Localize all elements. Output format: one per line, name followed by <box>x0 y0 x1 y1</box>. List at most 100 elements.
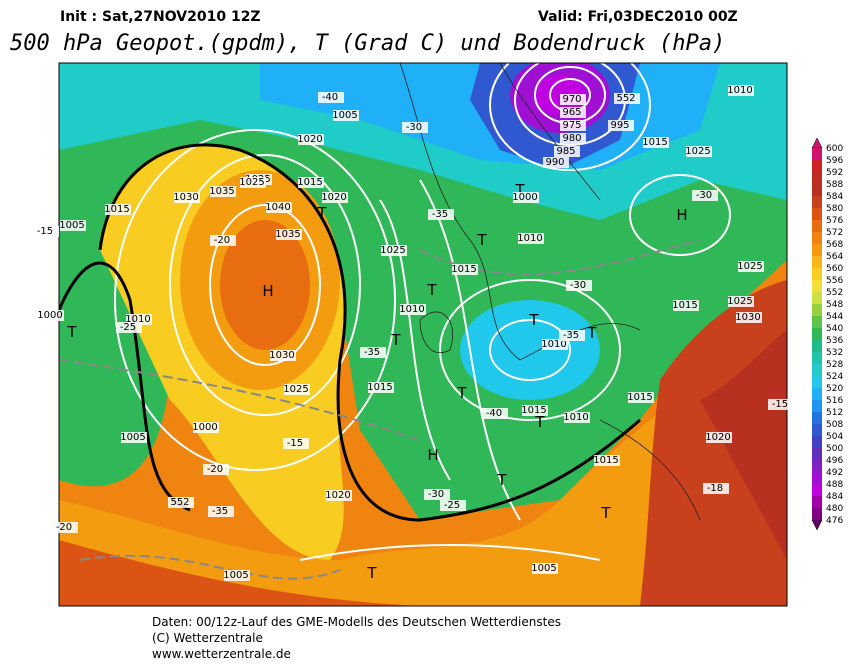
label-box <box>400 304 426 315</box>
label-box <box>333 110 359 121</box>
label-box <box>210 186 236 197</box>
colorbar-swatch <box>812 220 822 232</box>
init-time: Init : Sat,27NOV2010 12Z <box>60 9 261 25</box>
colorbar-swatch <box>812 184 822 196</box>
contour-label: -35 <box>364 347 380 358</box>
label-box <box>706 432 732 443</box>
contour-label: 1005 <box>59 220 84 231</box>
contour-label: 1015 <box>672 300 697 311</box>
contour-label: -15 <box>772 399 788 410</box>
colorbar-label: 568 <box>826 240 843 250</box>
colorbar-swatch <box>812 388 822 400</box>
contour-label: -40 <box>322 92 338 103</box>
colorbar-label: 596 <box>826 156 843 166</box>
contour-label: 1020 <box>705 432 730 443</box>
contour-label: -40 <box>486 408 502 419</box>
colorbar-label: 540 <box>826 324 843 334</box>
label-box <box>381 245 407 256</box>
colorbar-swatch <box>812 364 822 376</box>
contour-label: 985 <box>556 146 575 157</box>
colorbar-swatch <box>812 292 822 304</box>
colorbar-label: 484 <box>826 492 843 502</box>
colorbar-label: 476 <box>826 516 843 526</box>
colorbar-swatch <box>812 340 822 352</box>
pressure-center: T <box>66 323 77 341</box>
contour-label: -35 <box>432 209 448 220</box>
contour-label: 1005 <box>223 570 248 581</box>
colorbar-label: 588 <box>826 180 843 190</box>
label-box <box>368 382 394 393</box>
contour-label: 1015 <box>104 204 129 215</box>
label-box <box>203 464 229 475</box>
label-box <box>692 190 718 201</box>
contour-label: 1030 <box>269 350 294 361</box>
label-box <box>270 350 296 361</box>
colorbar-swatch <box>812 508 822 520</box>
colorbar-swatch <box>812 448 822 460</box>
label-box <box>628 392 654 403</box>
contour-label: -30 <box>570 280 586 291</box>
label-box <box>298 177 324 188</box>
contour-label: 1020 <box>321 192 346 203</box>
label-box <box>736 312 762 323</box>
label-box <box>554 146 580 157</box>
label-box <box>738 261 764 272</box>
contour-label: 1035 <box>209 186 234 197</box>
pressure-center: H <box>262 282 273 300</box>
contour-label: 1025 <box>239 177 264 188</box>
pressure-center: T <box>586 324 597 342</box>
colorbar-label: 516 <box>826 396 843 406</box>
colorbar-swatch <box>812 316 822 328</box>
contour-label: 1035 <box>275 229 300 240</box>
label-box <box>643 137 669 148</box>
label-box <box>105 204 131 215</box>
label-box <box>542 339 568 350</box>
contour-label: 552 <box>170 497 189 508</box>
label-box <box>116 322 142 333</box>
contour-label: 1030 <box>173 192 198 203</box>
label-box <box>608 120 634 131</box>
label-box <box>266 202 292 213</box>
contour-label: 975 <box>562 120 581 131</box>
colorbar-swatch <box>812 496 822 508</box>
contour-label: 1025 <box>737 261 762 272</box>
label-box <box>728 85 754 96</box>
contour-label: 1015 <box>521 405 546 416</box>
contour-label: 1015 <box>297 177 322 188</box>
pressure-center: T <box>534 413 545 431</box>
label-box <box>126 314 152 325</box>
colorbar-label: 508 <box>826 420 843 430</box>
label-box <box>560 107 586 118</box>
map-frame <box>58 62 788 607</box>
colorbar-label: 496 <box>826 456 843 466</box>
contour-label: -30 <box>428 489 444 500</box>
colorbar-label: 532 <box>826 348 843 358</box>
colorbar-label: 544 <box>826 312 843 322</box>
colorbar-swatch <box>812 472 822 484</box>
colorbar-swatch <box>812 148 822 160</box>
label-box <box>560 120 586 131</box>
colorbar-swatch <box>812 244 822 256</box>
colorbar-swatch <box>812 160 822 172</box>
label-box <box>360 347 386 358</box>
valid-time: Valid: Fri,03DEC2010 00Z <box>538 9 738 25</box>
colorbar-label: 600 <box>826 144 843 154</box>
colorbar-swatch <box>812 328 822 340</box>
contour-label: 995 <box>610 120 629 131</box>
contour-label: -25 <box>120 322 136 333</box>
colorbar-label: 524 <box>826 372 843 382</box>
label-box <box>440 500 466 511</box>
colorbar-swatch <box>812 232 822 244</box>
label-box <box>559 330 585 341</box>
colorbar-label: 580 <box>826 204 843 214</box>
colorbar-swatch <box>812 424 822 436</box>
contour-label: 1015 <box>367 382 392 393</box>
colorbar-label: 536 <box>826 336 843 346</box>
contour-label: -35 <box>212 506 228 517</box>
pressure-center: T <box>528 311 539 329</box>
colorbar-label: 584 <box>826 192 843 202</box>
contour-label: 980 <box>562 133 581 144</box>
pressure-center: T <box>600 504 611 522</box>
pressure-center: T <box>514 181 525 199</box>
